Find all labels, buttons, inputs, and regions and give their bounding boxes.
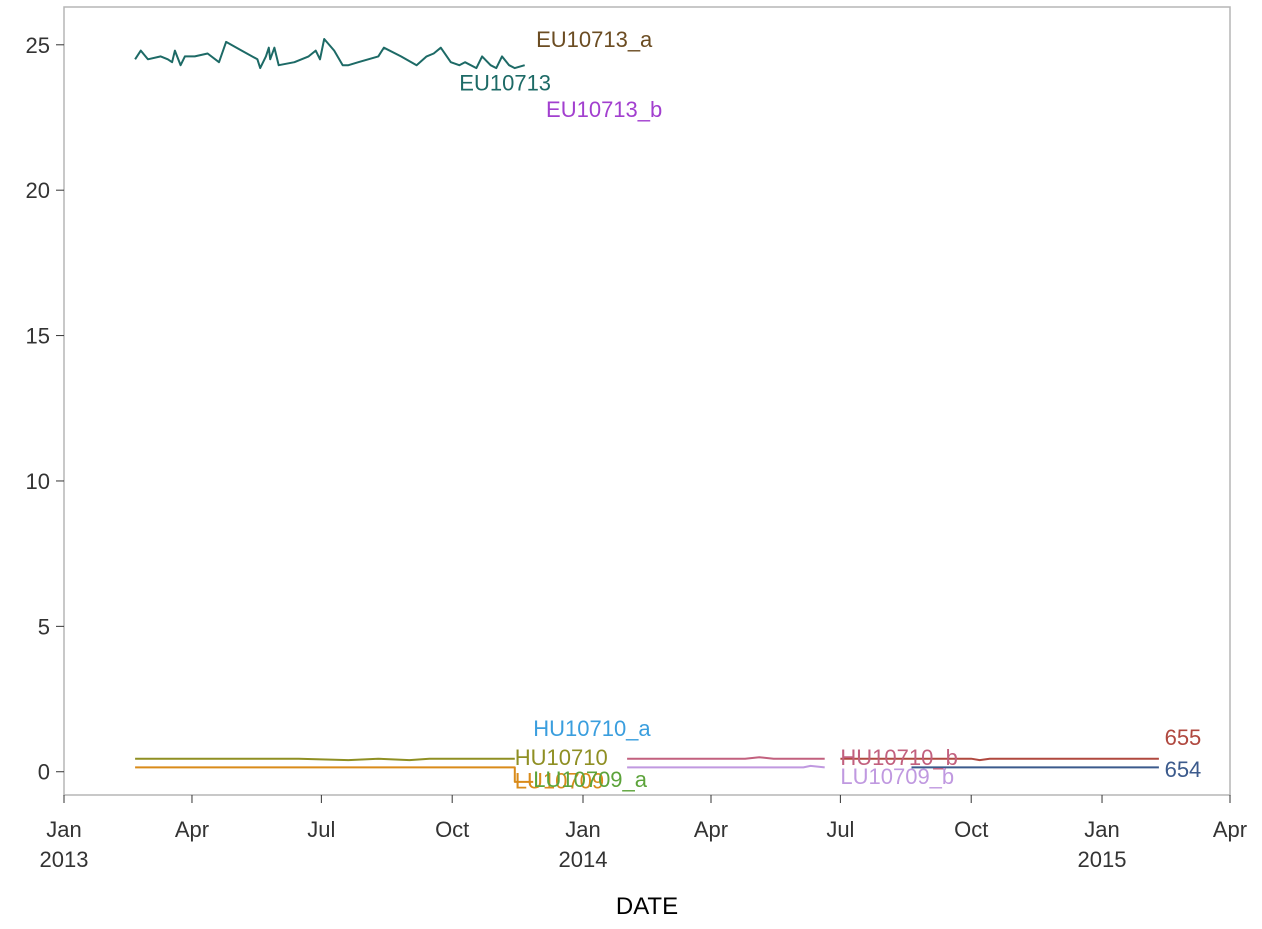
x-tick-label: Jul [826, 817, 854, 842]
x-tick-year-label: 2015 [1078, 847, 1127, 872]
series-line-655 [840, 757, 1159, 762]
series-line-lu10709 [135, 766, 534, 783]
x-axis: Jan 2013 Apr Jul Oct Jan 2014 Apr Jul Oct Jan 2015 A… [40, 795, 1247, 872]
series-label-eu10713_a: EU10713_a [536, 27, 653, 52]
x-tick-label: Jan [565, 817, 600, 842]
series-line-hu10710 [135, 757, 515, 762]
series-line-eu10713 [134, 38, 525, 70]
y-tick-label: 20 [26, 178, 50, 203]
series-labels: EU10713EU10713_aEU10713_bHU10710LU10709L… [459, 27, 1201, 793]
series-line-hu10710_b [627, 756, 825, 760]
x-tick-label: Jul [307, 817, 335, 842]
series-label-hu10710: HU10710 [515, 745, 608, 770]
y-tick-label: 5 [38, 614, 50, 639]
x-tick-label: Apr [694, 817, 728, 842]
series-label-eu10713: EU10713 [459, 71, 551, 96]
x-tick-label: Jan [46, 817, 81, 842]
series-label-654: 654 [1165, 757, 1202, 782]
x-tick-year-label: 2013 [40, 847, 89, 872]
series-line-lu10709_b [627, 764, 825, 769]
x-tick-label: Apr [1213, 817, 1247, 842]
series-label-lu10709: LU10709 [515, 768, 604, 793]
x-tick-label: Apr [175, 817, 209, 842]
y-tick-label: 10 [26, 469, 50, 494]
y-tick-label: 15 [26, 324, 50, 349]
y-tick-label: 0 [38, 760, 50, 785]
x-tick-label: Jan [1084, 817, 1119, 842]
plot-area-frame [63, 6, 1231, 796]
series-label-eu10713_b: EU10713_b [546, 97, 662, 122]
x-axis-title: DATE [616, 893, 678, 920]
y-tick-label: 25 [26, 33, 50, 58]
x-tick-label: Oct [435, 817, 469, 842]
series-label-lu10709_b: LU10709_b [840, 764, 954, 789]
series-label-hu10710_b: HU10710_b [840, 745, 957, 770]
series-label-hu10710_a: HU10710_a [533, 716, 651, 741]
series-lines [134, 38, 1159, 783]
series-label-lu10709_a: LU10709_a [533, 767, 648, 792]
x-tick-year-label: 2014 [559, 847, 608, 872]
series-label-655: 655 [1165, 725, 1202, 750]
x-tick-label: Oct [954, 817, 988, 842]
y-axis: 0 5 10 15 20 25 [26, 33, 64, 785]
